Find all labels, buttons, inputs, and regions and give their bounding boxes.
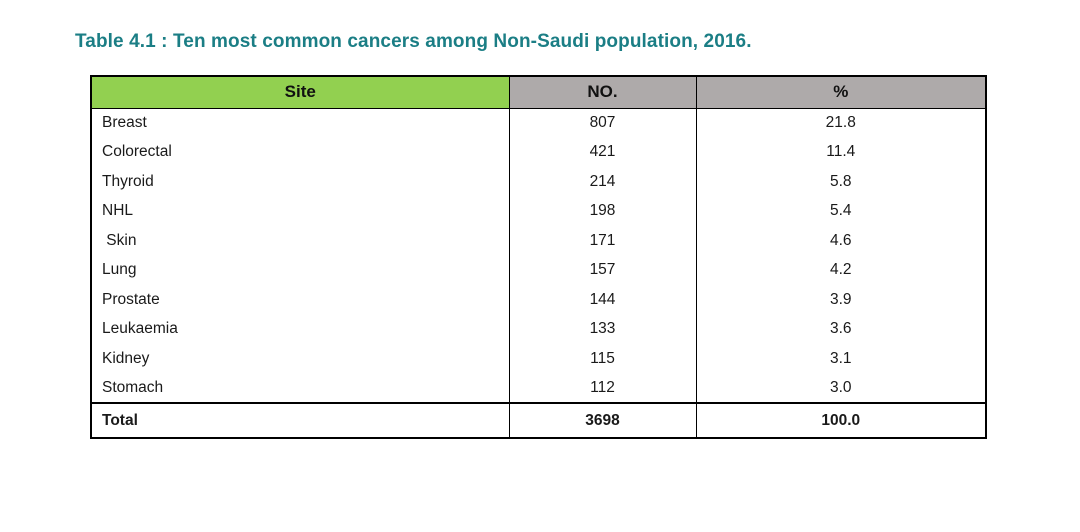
cell-no: 144 (508, 285, 696, 315)
table-row: Colorectal 421 11.4 (91, 137, 986, 167)
cell-site: Thyroid (91, 167, 509, 197)
cell-site: Stomach (91, 373, 509, 403)
cancer-data-table: Site NO. % Breast 807 21.8 Colorectal 42… (90, 75, 987, 439)
table-row: NHL 198 5.4 (91, 196, 986, 226)
table-row: Leukaemia 133 3.6 (91, 314, 986, 344)
cell-no: 112 (508, 373, 696, 403)
column-header-no: NO. (508, 75, 697, 109)
cell-pct: 11.4 (695, 137, 986, 167)
cell-no: 133 (508, 314, 696, 344)
cell-pct: 3.9 (695, 285, 986, 315)
page-title: Table 4.1 : Ten most common cancers amon… (75, 31, 752, 52)
cell-pct: 5.4 (695, 196, 986, 226)
cell-no: 115 (508, 344, 696, 374)
table-row: Stomach 112 3.0 (91, 373, 986, 403)
table-row: Skin 171 4.6 (91, 226, 986, 256)
cell-site: Kidney (91, 344, 509, 374)
cell-no: 421 (508, 137, 696, 167)
cell-pct: 5.8 (695, 167, 986, 197)
cell-pct: 4.2 (695, 255, 986, 285)
table-row: Prostate 144 3.9 (91, 285, 986, 315)
table-row: Thyroid 214 5.8 (91, 167, 986, 197)
cell-no: 157 (508, 255, 696, 285)
cell-site: Lung (91, 255, 509, 285)
cell-no: 214 (508, 167, 696, 197)
cell-no: 807 (508, 108, 696, 138)
table-header-row: Site NO. % (90, 75, 987, 109)
table-row: Breast 807 21.8 (91, 108, 986, 138)
cell-site: NHL (91, 196, 509, 226)
cell-site: Prostate (91, 285, 509, 315)
cell-total-pct: 100.0 (695, 402, 986, 438)
table-row: Kidney 115 3.1 (91, 344, 986, 374)
cell-pct: 3.1 (695, 344, 986, 374)
cell-no: 198 (508, 196, 696, 226)
cell-pct: 4.6 (695, 226, 986, 256)
cell-total-no: 3698 (508, 402, 696, 438)
cell-site: Breast (91, 108, 509, 138)
column-header-pct: % (695, 75, 987, 109)
table-row: Lung 157 4.2 (91, 255, 986, 285)
column-header-site: Site (90, 75, 510, 109)
cell-site: Leukaemia (91, 314, 509, 344)
cell-pct: 21.8 (695, 108, 986, 138)
cell-total-label: Total (91, 402, 509, 438)
cell-site: Colorectal (91, 137, 509, 167)
cell-pct: 3.0 (695, 373, 986, 403)
cell-no: 171 (508, 226, 696, 256)
cell-site: Skin (91, 226, 509, 256)
cell-pct: 3.6 (695, 314, 986, 344)
table-total-row: Total 3698 100.0 (91, 402, 986, 438)
